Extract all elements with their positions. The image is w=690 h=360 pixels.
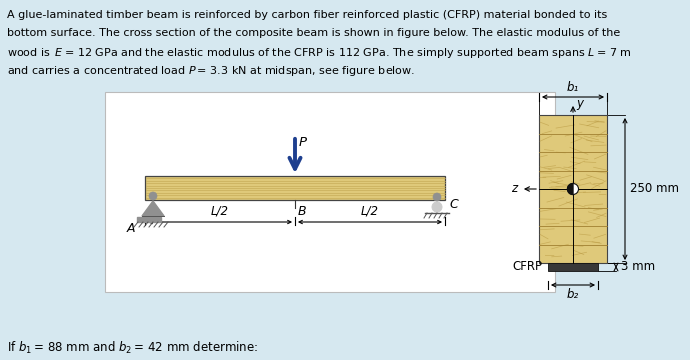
Circle shape bbox=[432, 202, 442, 212]
Text: A: A bbox=[126, 222, 135, 235]
Circle shape bbox=[433, 193, 441, 201]
Text: wood is  $E$ = 12 GPa and the elastic modulus of the CFRP is 112 GPa. The simply: wood is $E$ = 12 GPa and the elastic mod… bbox=[7, 46, 631, 60]
Circle shape bbox=[149, 192, 157, 200]
Text: y: y bbox=[576, 96, 583, 109]
Text: C: C bbox=[449, 198, 457, 211]
Text: b₂: b₂ bbox=[567, 288, 579, 301]
Polygon shape bbox=[142, 201, 164, 216]
Text: If $b_1$ = 88 mm and $b_2$ = 42 mm determine:: If $b_1$ = 88 mm and $b_2$ = 42 mm deter… bbox=[7, 340, 258, 356]
Text: L/2: L/2 bbox=[361, 205, 379, 218]
Text: z: z bbox=[511, 183, 517, 195]
Text: A glue-laminated timber beam is reinforced by carbon fiber reinforced plastic (C: A glue-laminated timber beam is reinforc… bbox=[7, 10, 607, 20]
Bar bbox=[145, 176, 445, 200]
Text: bottom surface. The cross section of the composite beam is shown in figure below: bottom surface. The cross section of the… bbox=[7, 28, 620, 38]
Bar bbox=[539, 115, 607, 263]
Circle shape bbox=[567, 184, 578, 194]
Text: L/2: L/2 bbox=[211, 205, 229, 218]
Text: CFRP: CFRP bbox=[512, 261, 542, 274]
Text: 250 mm: 250 mm bbox=[630, 183, 679, 195]
Text: B: B bbox=[298, 205, 306, 218]
Text: and carries a concentrated load $P$ = 3.3 kN at midspan, see figure below.: and carries a concentrated load $P$ = 3.… bbox=[7, 64, 415, 78]
Text: 3 mm: 3 mm bbox=[621, 261, 655, 274]
Bar bbox=[105, 92, 555, 292]
Bar bbox=[548, 263, 598, 271]
Text: b₁: b₁ bbox=[567, 81, 579, 94]
Polygon shape bbox=[137, 217, 161, 222]
Text: P: P bbox=[299, 136, 307, 149]
Polygon shape bbox=[567, 184, 573, 194]
